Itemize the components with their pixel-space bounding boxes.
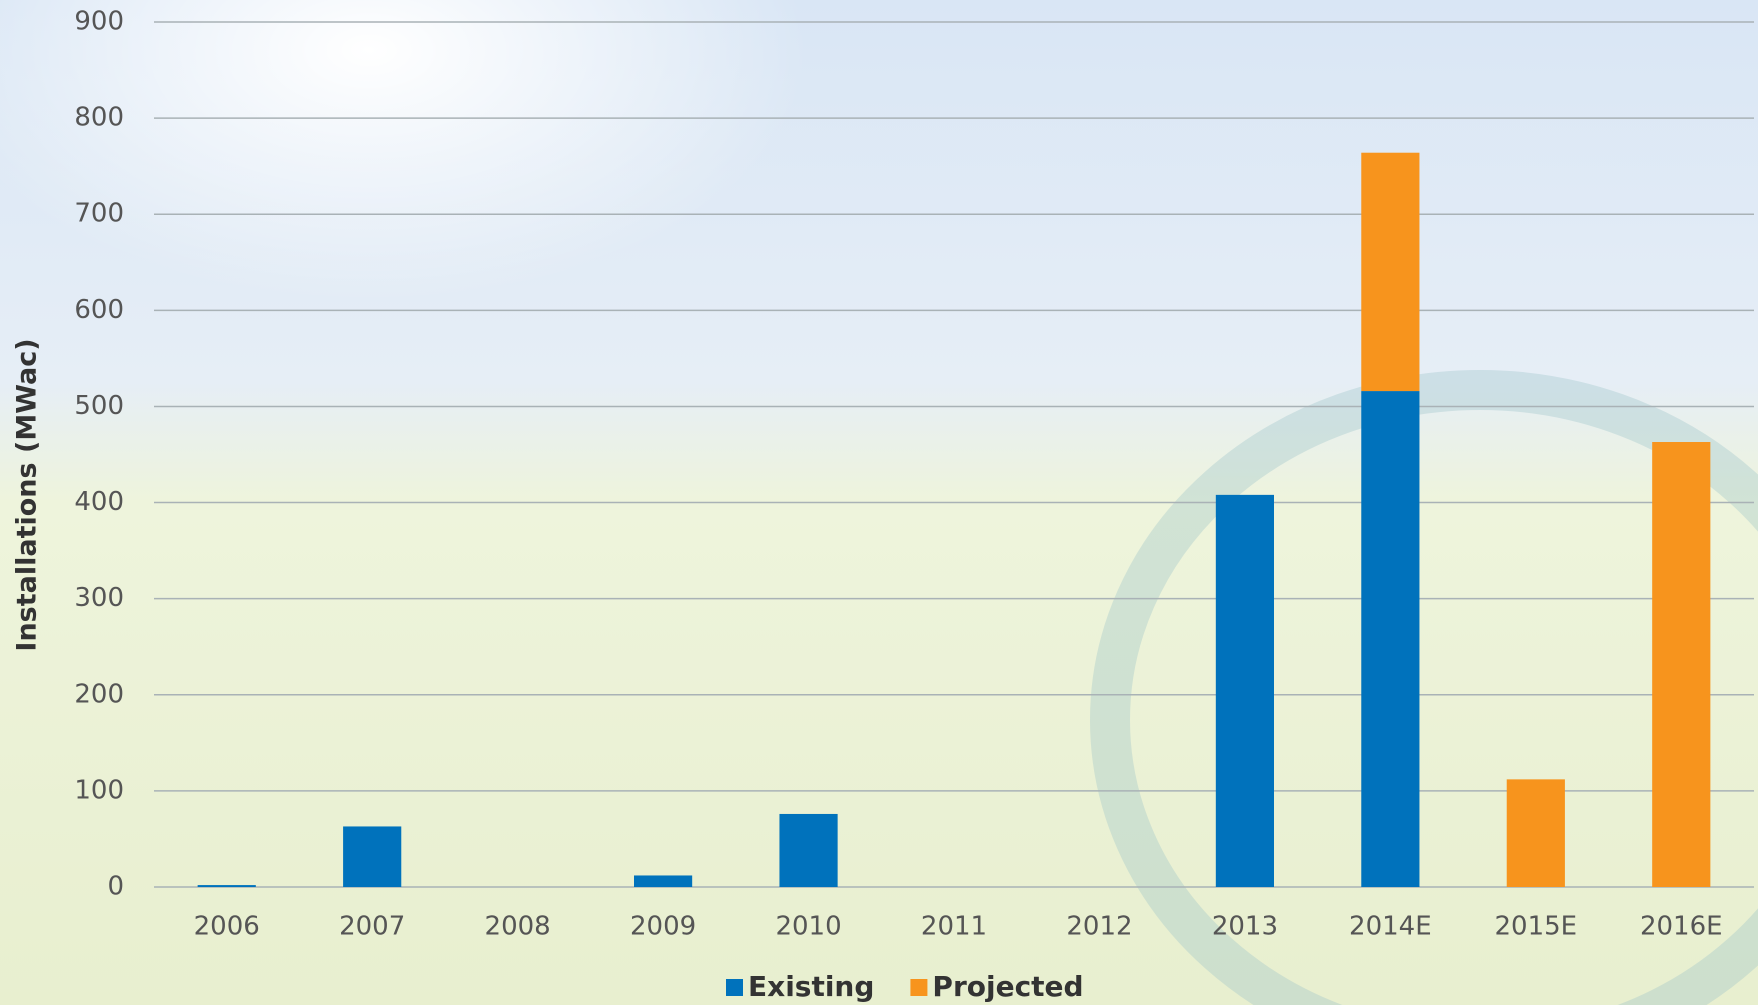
legend-swatch [910, 979, 928, 996]
x-tick-label: 2011 [921, 912, 987, 942]
y-tick-label: 900 [74, 7, 124, 37]
legend: Existing Projected [726, 970, 1084, 1003]
y-tick-label: 600 [74, 295, 124, 325]
x-tick-label: 2013 [1212, 912, 1278, 942]
x-tick-label: 2014E [1349, 912, 1432, 942]
bar-segment [1506, 779, 1565, 887]
y-tick-label: 400 [74, 487, 124, 517]
y-axis-title: Installations (MWac) [12, 338, 43, 651]
y-tick-label: 300 [74, 583, 124, 613]
y-tick-label: 700 [74, 199, 124, 229]
legend-label: Existing [748, 970, 874, 1003]
legend-swatch [726, 979, 743, 996]
bar-segment [1215, 494, 1274, 887]
y-tick-label: 0 [107, 872, 124, 902]
x-tick-label: 2007 [339, 912, 405, 942]
bar-segment [779, 813, 838, 887]
x-tick-label: 2012 [1066, 912, 1132, 942]
x-tick-label: 2008 [485, 912, 551, 942]
logo-ring [1090, 370, 1758, 1005]
x-tick-label: 2010 [775, 912, 841, 942]
x-tick-label: 2009 [630, 912, 696, 942]
bar-segment [343, 826, 402, 887]
bar-segment [1652, 442, 1711, 887]
bar-segment [634, 875, 693, 887]
y-tick-label: 200 [74, 679, 124, 709]
y-tick-label: 100 [74, 775, 124, 805]
x-tick-label: 2016E [1640, 912, 1723, 942]
y-tick-label: 800 [74, 103, 124, 133]
bar-segment [1361, 391, 1420, 887]
y-tick-label: 500 [74, 391, 124, 421]
bar-segment [1361, 152, 1420, 392]
legend-label: Projected [932, 970, 1083, 1003]
x-tick-label: 2006 [194, 912, 260, 942]
x-tick-label: 2015E [1495, 912, 1578, 942]
bar-segment [197, 885, 256, 887]
